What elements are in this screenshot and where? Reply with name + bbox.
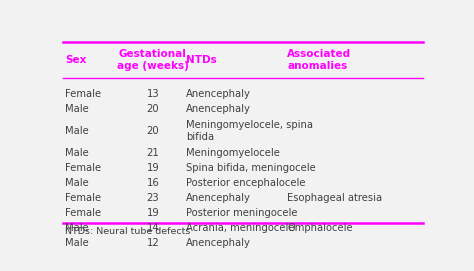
Text: Spina bifida, meningocele: Spina bifida, meningocele — [186, 163, 316, 173]
Text: Female: Female — [65, 193, 101, 203]
Text: Male: Male — [65, 238, 89, 248]
Text: 19: 19 — [146, 163, 159, 173]
Text: 19: 19 — [146, 208, 159, 218]
Text: 23: 23 — [146, 193, 159, 203]
Text: 20: 20 — [146, 104, 159, 114]
Text: Anencephaly: Anencephaly — [186, 104, 251, 114]
Text: NTDs: NTDs — [186, 55, 217, 65]
Text: NTDs: Neural tube defects: NTDs: Neural tube defects — [65, 227, 190, 236]
Text: Male: Male — [65, 147, 89, 157]
Text: 13: 13 — [146, 89, 159, 99]
Text: Female: Female — [65, 89, 101, 99]
Text: Male: Male — [65, 126, 89, 136]
Text: Male: Male — [65, 104, 89, 114]
Text: Esophageal atresia: Esophageal atresia — [287, 193, 382, 203]
Text: Anencephaly: Anencephaly — [186, 193, 251, 203]
Text: Meningomyelocele: Meningomyelocele — [186, 147, 280, 157]
Text: 21: 21 — [146, 147, 159, 157]
Text: Omphalocele: Omphalocele — [287, 222, 353, 233]
Text: Acrania, meningocele: Acrania, meningocele — [186, 222, 294, 233]
Text: Associated
anomalies: Associated anomalies — [287, 49, 351, 71]
Text: Meningomyelocele, spina
bifida: Meningomyelocele, spina bifida — [186, 120, 313, 142]
Text: 14: 14 — [146, 222, 159, 233]
Text: 16: 16 — [146, 178, 159, 188]
Text: Male: Male — [65, 178, 89, 188]
Text: Anencephaly: Anencephaly — [186, 89, 251, 99]
Text: Female: Female — [65, 163, 101, 173]
Text: Gestational
age (weeks): Gestational age (weeks) — [117, 49, 189, 71]
Text: Male: Male — [65, 222, 89, 233]
Text: Anencephaly: Anencephaly — [186, 238, 251, 248]
Text: Posterior encephalocele: Posterior encephalocele — [186, 178, 305, 188]
Text: 20: 20 — [146, 126, 159, 136]
Text: 12: 12 — [146, 238, 159, 248]
Text: Sex: Sex — [65, 55, 86, 65]
Text: Female: Female — [65, 208, 101, 218]
Text: Posterior meningocele: Posterior meningocele — [186, 208, 298, 218]
